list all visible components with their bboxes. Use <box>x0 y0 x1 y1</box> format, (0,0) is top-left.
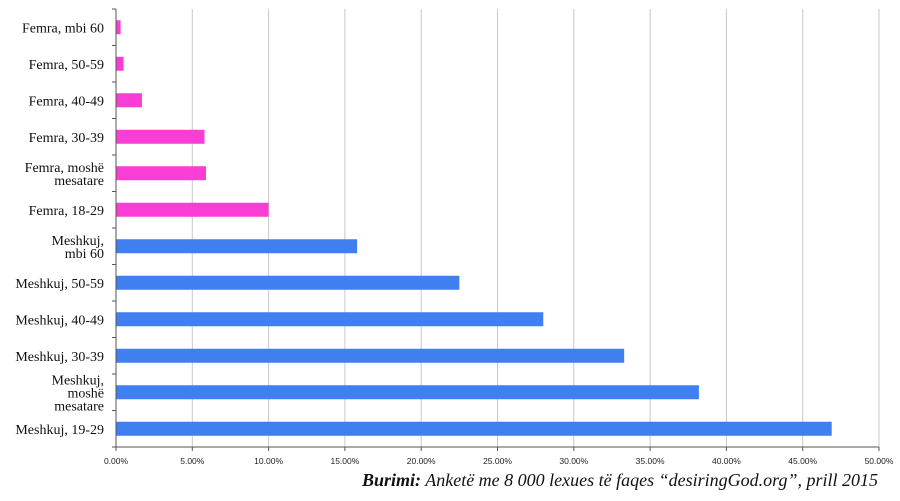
category-label: Femra, moshë mesatare <box>25 161 104 189</box>
x-tick-label: 25.00% <box>483 456 512 466</box>
category-label: Meshkuj, moshë mesatare <box>52 373 105 414</box>
category-label: Meshkuj, 19-29 <box>15 423 104 438</box>
caption-text: Anketë me 8 000 lexues të faqes “desirin… <box>421 470 878 490</box>
category-label: Femra, 18-29 <box>29 204 104 219</box>
x-tick-label: 15.00% <box>330 456 359 466</box>
x-tick-label: 20.00% <box>407 456 436 466</box>
bar <box>116 421 832 436</box>
gridlines <box>191 9 880 447</box>
category-label: Meshkuj, mbi 60 <box>52 234 105 262</box>
bar <box>116 239 358 254</box>
axes <box>112 8 880 451</box>
bars <box>116 20 832 436</box>
bar <box>116 56 124 71</box>
category-label: Femra, 40-49 <box>29 94 104 109</box>
category-label: Femra, 50-59 <box>29 58 104 73</box>
x-tick-label: 50.00% <box>865 456 894 466</box>
category-label: Femra, mbi 60 <box>22 21 104 36</box>
bar <box>116 166 207 181</box>
category-labels: Femra, mbi 60 Femra, 50-59 Femra, 40-49 Fem… <box>15 21 104 438</box>
caption-lead: Burimi: <box>362 470 422 490</box>
x-tick-label: 35.00% <box>636 456 665 466</box>
category-label: Meshkuj, 50-59 <box>15 277 104 292</box>
bar <box>116 275 460 290</box>
x-tick-labels: 0.00% 5.00% 10.00% 15.00% 20.00% 25.00% 30.00%… <box>104 456 894 466</box>
bar <box>116 385 699 400</box>
bar <box>116 129 205 144</box>
x-tick-label: 45.00% <box>788 456 817 466</box>
category-label: Meshkuj, 40-49 <box>15 313 104 328</box>
x-tick-label: 10.00% <box>254 456 283 466</box>
bar <box>116 93 142 108</box>
bar <box>116 348 625 363</box>
source-caption: Burimi: Anketë me 8 000 lexues të faqes … <box>362 470 878 491</box>
x-tick-label: 30.00% <box>559 456 588 466</box>
x-tick-label: 40.00% <box>712 456 741 466</box>
bar <box>116 202 269 217</box>
bar <box>116 312 544 327</box>
x-tick-label: 5.00% <box>180 456 205 466</box>
category-label: Meshkuj, 30-39 <box>15 350 104 365</box>
bar <box>116 20 121 35</box>
category-label: Femra, 30-39 <box>29 131 104 146</box>
x-tick-label: 0.00% <box>104 456 129 466</box>
